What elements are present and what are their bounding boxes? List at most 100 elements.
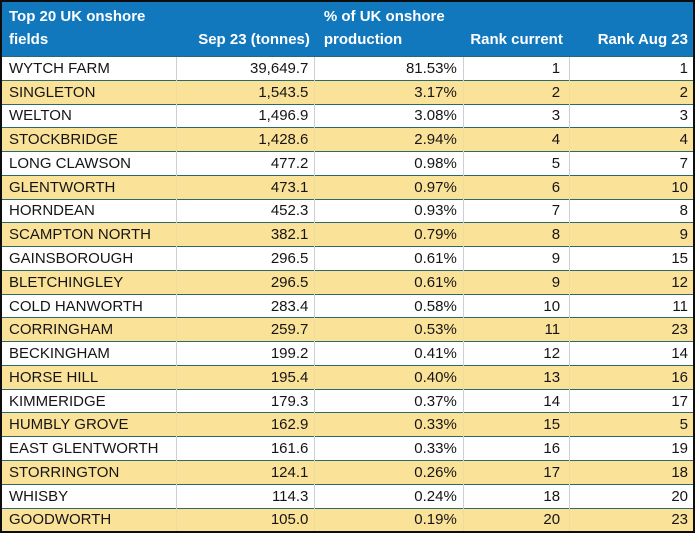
- field-name-cell: HUMBLY GROVE: [1, 412, 177, 437]
- table-row: HORNDEAN 452.3 0.93% 7 8: [1, 198, 694, 223]
- tonnes-cell: 39,649.7: [175, 56, 315, 81]
- rank-aug-cell: 3: [569, 103, 694, 128]
- field-name-cell: GOODWORTH: [1, 507, 177, 532]
- tonnes-cell: 162.9: [175, 412, 315, 437]
- field-name-cell: WYTCH FARM: [1, 56, 177, 81]
- field-name-cell: WELTON: [1, 103, 177, 128]
- rank-current-cell: 1: [462, 56, 570, 81]
- pct-cell: 0.19%: [314, 507, 464, 532]
- field-name-cell: BLETCHINGLEY: [1, 269, 177, 295]
- table-row: WELTON 1,496.9 3.08% 3 3: [1, 103, 694, 128]
- tonnes-cell: 296.5: [175, 269, 315, 295]
- table-row: STORRINGTON 124.1 0.26% 17 18: [1, 460, 694, 485]
- rank-aug-cell: 23: [569, 507, 694, 532]
- header-cell-tonnes: Sep 23 (tonnes): [176, 1, 315, 57]
- header-fields-line2: fields: [9, 31, 49, 48]
- rank-aug-cell: 23: [569, 317, 694, 342]
- pct-cell: 0.24%: [314, 483, 464, 509]
- pct-cell: 0.26%: [314, 460, 464, 485]
- table-row: WHISBY 114.3 0.24% 18 20: [1, 483, 694, 509]
- pct-cell: 3.08%: [314, 103, 464, 128]
- rank-current-cell: 5: [462, 151, 570, 176]
- tonnes-cell: 296.5: [175, 246, 315, 271]
- tonnes-cell: 259.7: [175, 317, 315, 342]
- header-tonnes-label: Sep 23 (tonnes): [198, 31, 310, 48]
- header-rank-aug-label: Rank Aug 23: [597, 31, 688, 48]
- rank-aug-cell: 7: [569, 151, 694, 176]
- rank-current-cell: 15: [462, 412, 570, 437]
- field-name-cell: COLD HANWORTH: [1, 293, 177, 318]
- rank-current-cell: 7: [462, 198, 570, 223]
- rank-current-cell: 9: [462, 246, 570, 271]
- tonnes-cell: 1,496.9: [175, 103, 315, 128]
- rank-aug-cell: 17: [569, 388, 694, 413]
- table-row: SCAMPTON NORTH 382.1 0.79% 8 9: [1, 222, 694, 247]
- rank-aug-cell: 12: [569, 269, 694, 295]
- rank-current-cell: 2: [462, 79, 570, 105]
- rank-aug-cell: 8: [569, 198, 694, 223]
- table-row: LONG CLAWSON 477.2 0.98% 5 7: [1, 151, 694, 176]
- pct-cell: 0.61%: [314, 246, 464, 271]
- tonnes-cell: 452.3: [175, 198, 315, 223]
- pct-cell: 3.17%: [314, 79, 464, 105]
- tonnes-cell: 105.0: [175, 507, 315, 532]
- pct-cell: 0.93%: [314, 198, 464, 223]
- pct-cell: 0.61%: [314, 269, 464, 295]
- rank-current-cell: 20: [462, 507, 570, 532]
- tonnes-cell: 124.1: [175, 460, 315, 485]
- field-name-cell: LONG CLAWSON: [1, 151, 177, 176]
- header-rank-current-label: Rank current: [470, 31, 563, 48]
- rank-aug-cell: 18: [569, 460, 694, 485]
- tonnes-cell: 179.3: [175, 388, 315, 413]
- field-name-cell: BECKINGHAM: [1, 341, 177, 366]
- field-name-cell: EAST GLENTWORTH: [1, 436, 177, 461]
- rank-current-cell: 4: [462, 127, 570, 152]
- pct-cell: 0.79%: [314, 222, 464, 247]
- rank-current-cell: 16: [462, 436, 570, 461]
- pct-cell: 0.40%: [314, 364, 464, 390]
- rank-current-cell: 12: [462, 341, 570, 366]
- rank-aug-cell: 15: [569, 246, 694, 271]
- rank-current-cell: 17: [462, 460, 570, 485]
- tonnes-cell: 114.3: [175, 483, 315, 509]
- rank-aug-cell: 9: [569, 222, 694, 247]
- pct-cell: 0.53%: [314, 317, 464, 342]
- tonnes-cell: 195.4: [175, 364, 315, 390]
- field-name-cell: CORRINGHAM: [1, 317, 177, 342]
- header-cell-rank-current: Rank current: [463, 1, 570, 57]
- pct-cell: 81.53%: [314, 56, 464, 81]
- table-row: COLD HANWORTH 283.4 0.58% 10 11: [1, 293, 694, 318]
- rank-current-cell: 14: [462, 388, 570, 413]
- rank-aug-cell: 20: [569, 483, 694, 509]
- field-name-cell: HORSE HILL: [1, 364, 177, 390]
- table-header: Top 20 UK onshore fields Sep 23 (tonnes)…: [1, 1, 694, 57]
- table-row: SINGLETON 1,543.5 3.17% 2 2: [1, 79, 694, 105]
- rank-current-cell: 11: [462, 317, 570, 342]
- field-name-cell: SCAMPTON NORTH: [1, 222, 177, 247]
- pct-cell: 0.37%: [314, 388, 464, 413]
- table-row: KIMMERIDGE 179.3 0.37% 14 17: [1, 388, 694, 413]
- field-name-cell: STORRINGTON: [1, 460, 177, 485]
- header-cell-rank-aug: Rank Aug 23: [569, 1, 694, 57]
- header-pct-line2: production: [323, 31, 403, 48]
- table-row: GAINSBOROUGH 296.5 0.61% 9 15: [1, 246, 694, 271]
- table-row: WYTCH FARM 39,649.7 81.53% 1 1: [1, 56, 694, 81]
- rank-aug-cell: 11: [569, 293, 694, 318]
- field-name-cell: GAINSBOROUGH: [1, 246, 177, 271]
- rank-current-cell: 6: [462, 174, 570, 200]
- pct-cell: 0.98%: [314, 151, 464, 176]
- pct-cell: 0.41%: [314, 341, 464, 366]
- rank-current-cell: 3: [462, 103, 570, 128]
- table-row: HUMBLY GROVE 162.9 0.33% 15 5: [1, 412, 694, 437]
- header-cell-fields: Top 20 UK onshore fields: [1, 1, 177, 57]
- header-fields-line1: Top 20 UK onshore: [9, 8, 146, 25]
- rank-aug-cell: 4: [569, 127, 694, 152]
- tonnes-cell: 1,428.6: [175, 127, 315, 152]
- rank-aug-cell: 19: [569, 436, 694, 461]
- rank-aug-cell: 1: [569, 56, 694, 81]
- field-name-cell: WHISBY: [1, 483, 177, 509]
- table-row: EAST GLENTWORTH 161.6 0.33% 16 19: [1, 436, 694, 461]
- rank-aug-cell: 10: [569, 174, 694, 200]
- rank-current-cell: 8: [462, 222, 570, 247]
